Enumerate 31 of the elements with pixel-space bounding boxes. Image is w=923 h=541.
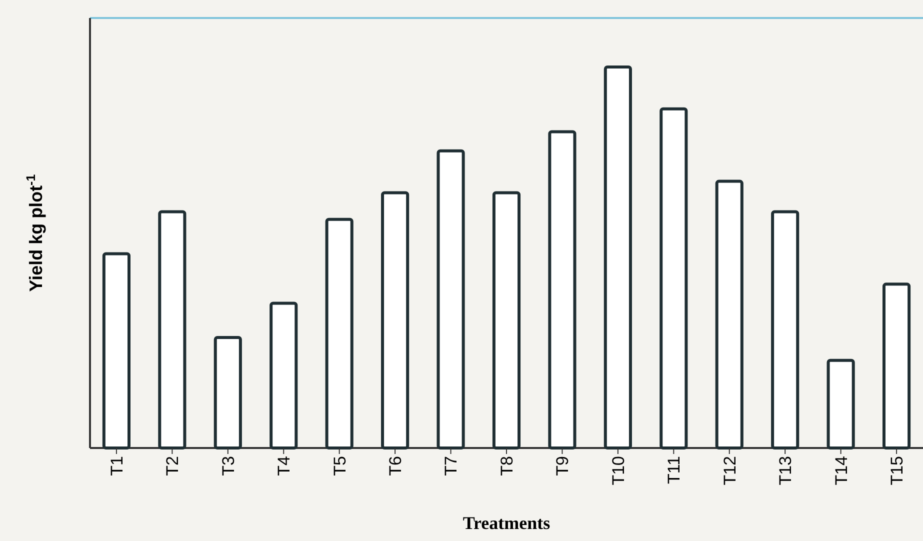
bar xyxy=(436,149,465,450)
bar xyxy=(325,218,354,450)
bar xyxy=(214,336,242,450)
bar xyxy=(826,358,855,450)
bar xyxy=(158,210,186,450)
x-tick-label: T14 xyxy=(832,456,851,486)
bar xyxy=(715,180,744,450)
x-tick-label: T5 xyxy=(330,456,350,476)
bar xyxy=(270,302,298,450)
bar xyxy=(548,130,576,450)
x-tick-label: T7 xyxy=(442,456,461,476)
x-tick-label: T10 xyxy=(608,456,628,486)
x-axis-title: Treatments xyxy=(462,513,550,533)
x-tick-label: T9 xyxy=(553,456,572,476)
x-tick-label: T8 xyxy=(497,456,516,476)
x-tick-label: T12 xyxy=(720,456,740,486)
x-tick-label: T2 xyxy=(163,456,182,476)
x-tick-label: T11 xyxy=(664,456,684,484)
bar xyxy=(492,191,521,450)
x-tick-label: T3 xyxy=(218,456,238,476)
bar xyxy=(771,210,800,450)
bar xyxy=(381,191,410,450)
x-tick-label: T15 xyxy=(887,456,906,486)
x-tick-label: T1 xyxy=(107,456,126,476)
bar xyxy=(882,282,911,450)
bar xyxy=(102,252,131,450)
bar xyxy=(604,66,632,450)
x-tick-label: T6 xyxy=(386,456,406,476)
bar xyxy=(660,107,688,450)
x-tick-label: T4 xyxy=(274,456,294,476)
x-tick-label: T13 xyxy=(776,456,796,486)
